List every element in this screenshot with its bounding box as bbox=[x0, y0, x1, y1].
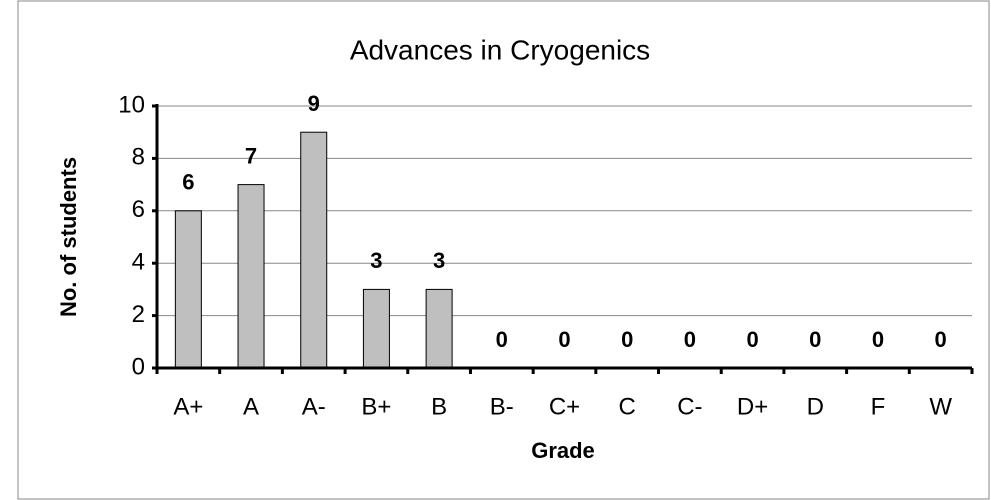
data-label: 3 bbox=[370, 248, 382, 273]
chart-title: Advances in Cryogenics bbox=[350, 34, 650, 65]
bar bbox=[425, 288, 453, 369]
y-tick-label: 6 bbox=[132, 196, 145, 223]
y-tick-label: 0 bbox=[132, 353, 145, 380]
y-tick-label: 10 bbox=[118, 91, 145, 118]
data-label: 0 bbox=[935, 327, 947, 352]
y-axis-label: No. of students bbox=[56, 157, 81, 317]
x-tick-label: B- bbox=[490, 393, 514, 420]
chart-frame bbox=[17, 0, 990, 500]
data-label: 7 bbox=[245, 143, 257, 168]
x-tick-label: D+ bbox=[737, 393, 768, 420]
data-label: 0 bbox=[809, 327, 821, 352]
data-label: 0 bbox=[621, 327, 633, 352]
data-label: 0 bbox=[684, 327, 696, 352]
x-tick-label: F bbox=[871, 393, 886, 420]
x-tick-label: C bbox=[619, 393, 636, 420]
x-tick-label: B bbox=[431, 393, 447, 420]
data-label: 6 bbox=[182, 170, 194, 195]
data-label: 9 bbox=[308, 91, 320, 116]
x-tick-label: A- bbox=[302, 393, 326, 420]
x-tick-label: C+ bbox=[549, 393, 580, 420]
bar bbox=[237, 184, 265, 369]
x-tick-label: A+ bbox=[173, 393, 203, 420]
x-tick-label: C- bbox=[677, 393, 702, 420]
y-tick-label: 4 bbox=[132, 249, 145, 276]
bar bbox=[362, 288, 390, 369]
bar bbox=[174, 210, 202, 369]
data-label: 0 bbox=[558, 327, 570, 352]
data-label: 0 bbox=[746, 327, 758, 352]
x-tick-label: A bbox=[243, 393, 259, 420]
x-tick-label: B+ bbox=[361, 393, 391, 420]
data-label: 0 bbox=[496, 327, 508, 352]
y-tick-label: 8 bbox=[132, 144, 145, 171]
y-tick-label: 2 bbox=[132, 301, 145, 328]
x-axis-label: Grade bbox=[531, 438, 595, 463]
x-tick-label: W bbox=[929, 393, 952, 420]
bar bbox=[300, 131, 328, 369]
data-label: 3 bbox=[433, 248, 445, 273]
data-label: 0 bbox=[872, 327, 884, 352]
x-tick-label: D bbox=[807, 393, 824, 420]
